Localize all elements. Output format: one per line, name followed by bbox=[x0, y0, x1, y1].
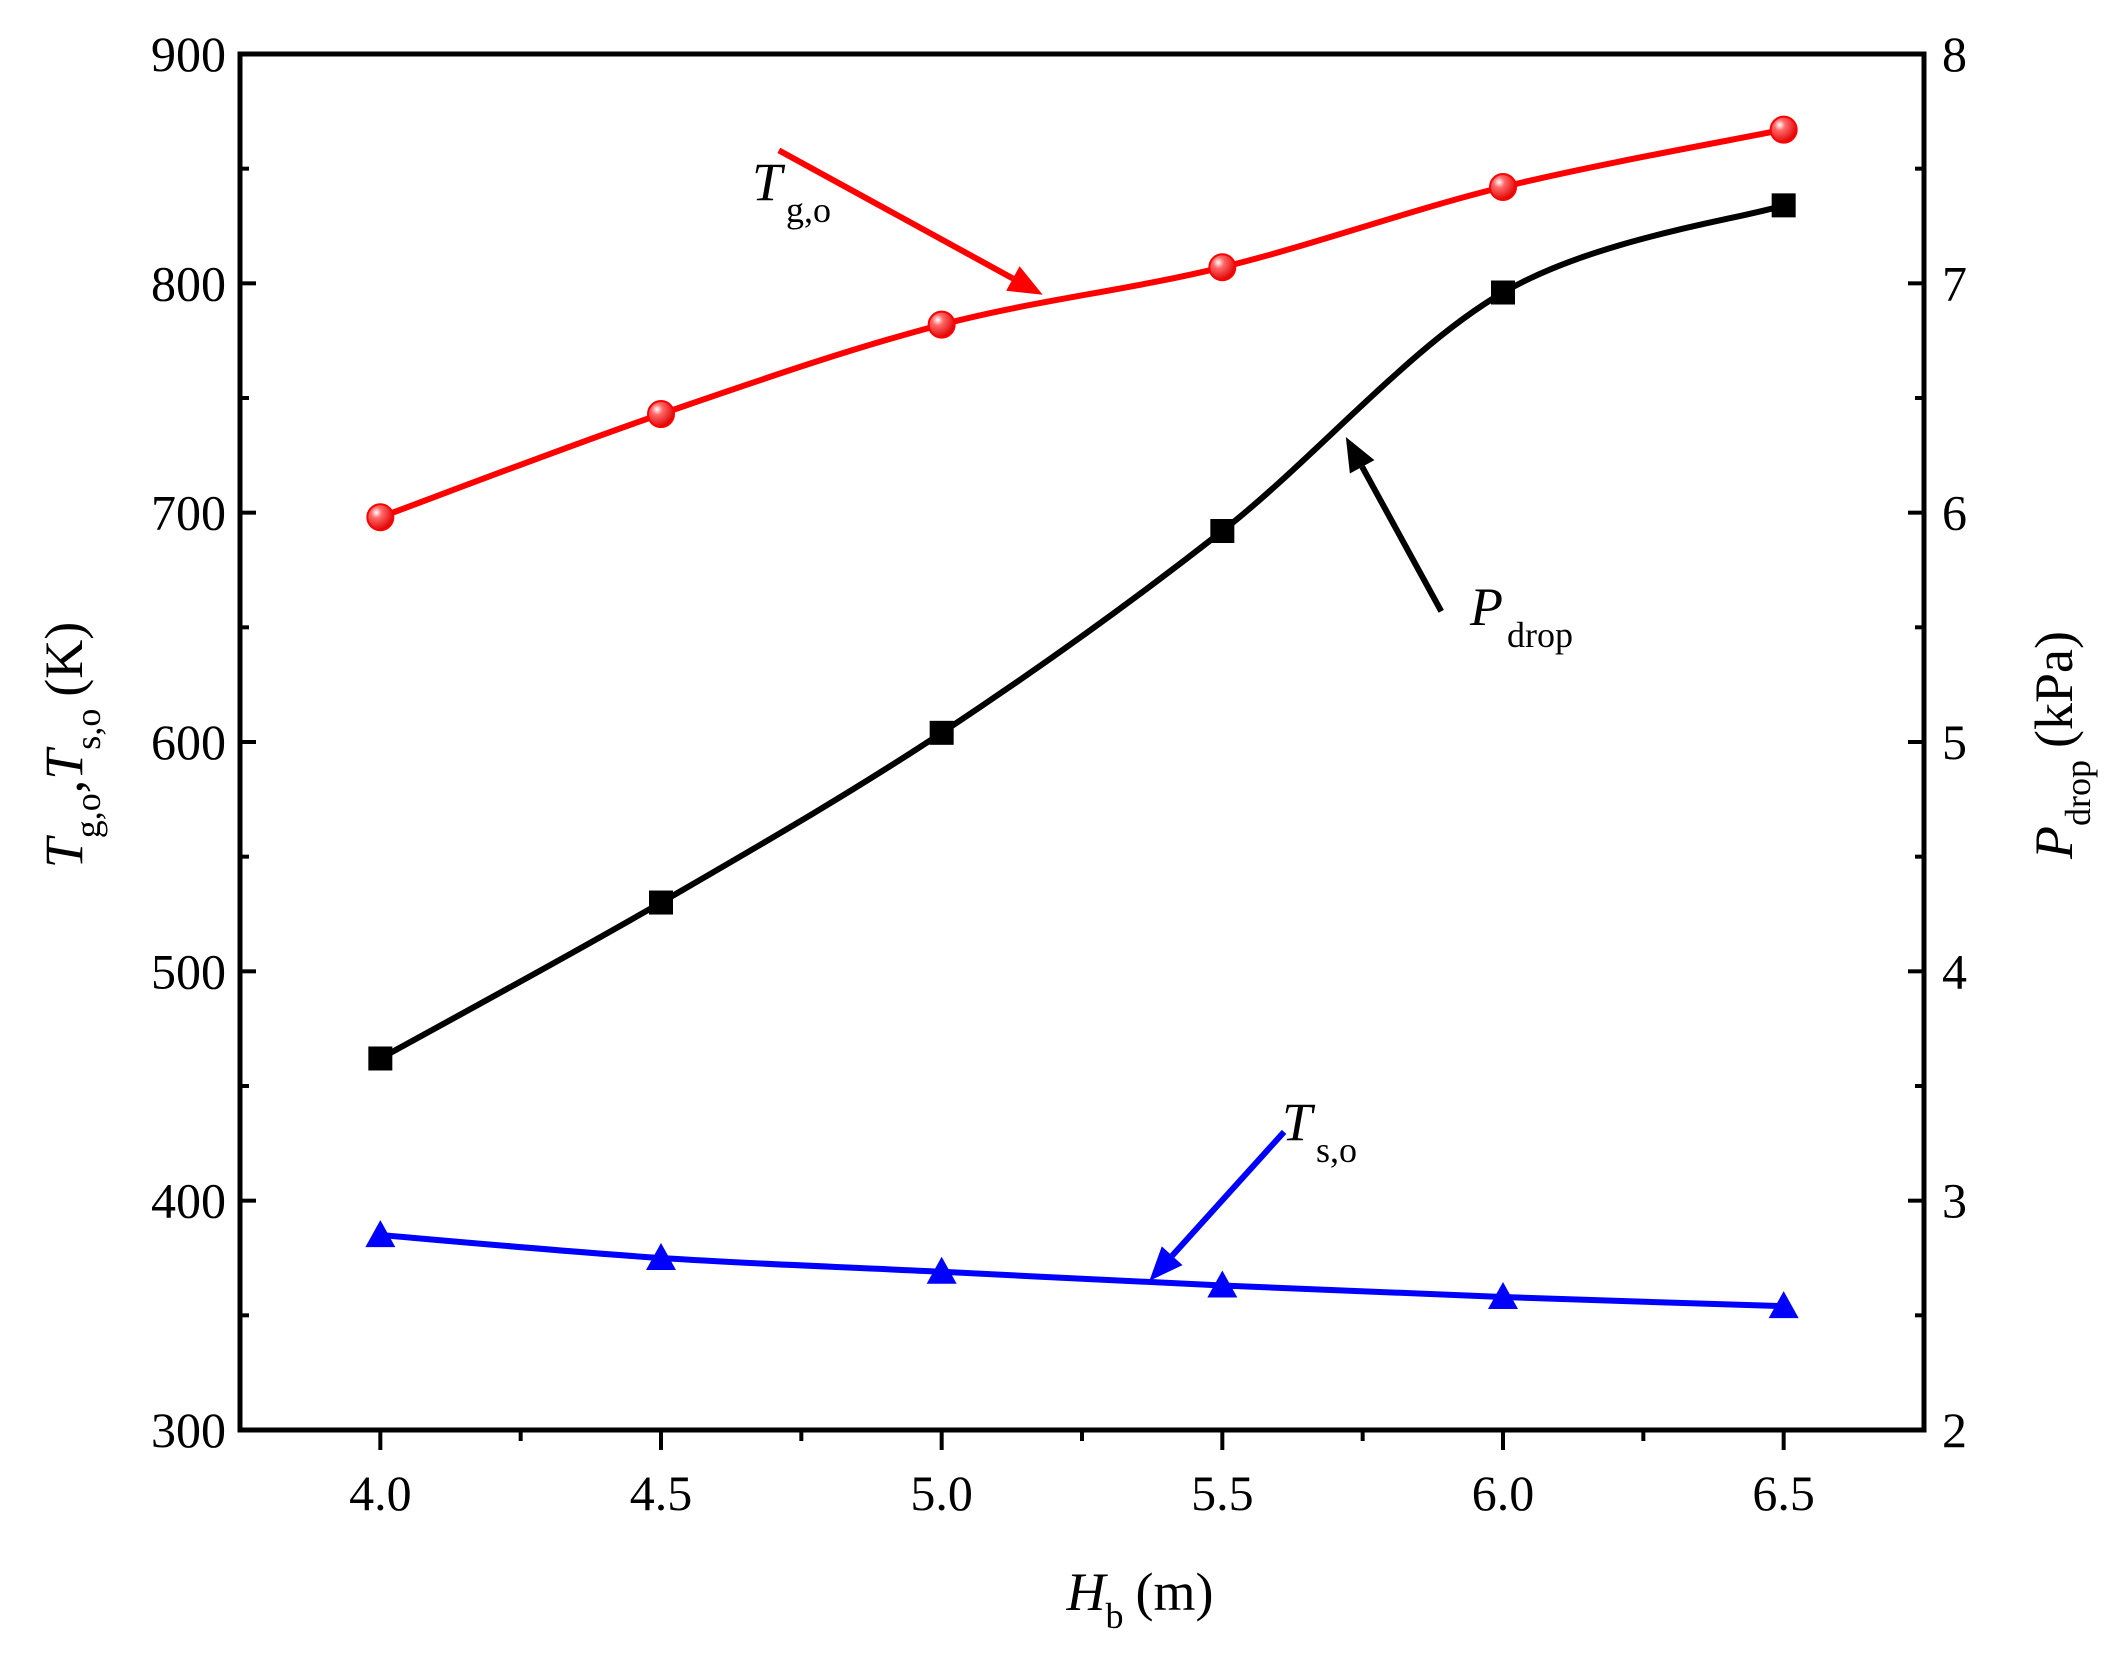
y-left-tick-label: 600 bbox=[151, 714, 226, 770]
data-point-circle bbox=[1769, 115, 1798, 144]
y-left-tick-label: 700 bbox=[151, 485, 226, 541]
y-left-axis-title: Tg,o,Ts,o(K) bbox=[34, 622, 108, 869]
arrow-head bbox=[1149, 1246, 1183, 1281]
x-axis-title: Hb (m) bbox=[1066, 1562, 1214, 1636]
series-square bbox=[368, 193, 1796, 1071]
data-point-triangle bbox=[646, 1243, 676, 1270]
series-line bbox=[379, 126, 1785, 521]
y-right-axis-title: Pdrop(kPa) bbox=[2024, 631, 2098, 860]
y-right-tick-label: 5 bbox=[1942, 714, 1967, 770]
plot-frame bbox=[237, 51, 1927, 1433]
arrow-head bbox=[1006, 266, 1043, 295]
data-point-square bbox=[929, 720, 954, 745]
y-right-tick-label: 7 bbox=[1942, 255, 1967, 311]
data-point-triangle bbox=[1207, 1270, 1238, 1298]
y-left-tick-label: 800 bbox=[151, 255, 226, 311]
arrow-shaft bbox=[1169, 1129, 1287, 1258]
arrow-p-drop bbox=[1345, 436, 1444, 613]
y-right-tick-label: 3 bbox=[1942, 1173, 1967, 1229]
x-tick-label: 5.0 bbox=[910, 1465, 973, 1521]
data-point-circle bbox=[927, 310, 956, 339]
series-layer bbox=[365, 115, 1799, 1319]
data-point-square bbox=[368, 1046, 393, 1071]
data-point-square bbox=[1771, 193, 1796, 218]
data-point-triangle bbox=[1768, 1291, 1799, 1319]
series-circle bbox=[366, 115, 1798, 532]
data-point-square bbox=[649, 890, 673, 915]
data-point-triangle bbox=[926, 1256, 957, 1284]
x-tick-label: 6.5 bbox=[1752, 1465, 1815, 1521]
y-left-tick-label: 400 bbox=[151, 1173, 226, 1229]
data-point-circle bbox=[1489, 173, 1517, 202]
data-point-circle bbox=[1208, 253, 1237, 282]
arrow-shaft bbox=[1359, 465, 1444, 613]
data-point-square bbox=[1210, 519, 1235, 544]
y-right-tick-label: 2 bbox=[1942, 1402, 1967, 1458]
annotation-arrows bbox=[777, 147, 1444, 1281]
y-left-axis: 300 400 500 600 700 800 900 bbox=[151, 26, 256, 1458]
arrow-t-go bbox=[777, 147, 1043, 295]
x-tick-label: 4.5 bbox=[630, 1465, 693, 1521]
series-line bbox=[378, 202, 1785, 1062]
x-tick-label: 4.0 bbox=[349, 1465, 412, 1521]
y-right-tick-label: 4 bbox=[1942, 943, 1967, 999]
arrow-t-so bbox=[1149, 1129, 1287, 1281]
arrow-head bbox=[1345, 436, 1375, 474]
arrow-shaft bbox=[777, 147, 1015, 282]
data-point-triangle bbox=[365, 1220, 396, 1248]
series-line bbox=[380, 1232, 1784, 1310]
y-right-axis: 2 3 4 5 6 7 8 bbox=[1908, 26, 1967, 1458]
y-left-tick-label: 300 bbox=[151, 1402, 226, 1458]
data-point-circle bbox=[366, 503, 395, 532]
data-point-circle bbox=[647, 400, 675, 429]
data-point-square bbox=[1491, 280, 1515, 305]
x-tick-label: 5.5 bbox=[1191, 1465, 1254, 1521]
y-right-tick-label: 8 bbox=[1942, 26, 1967, 82]
y-left-tick-label: 500 bbox=[151, 943, 226, 999]
x-axis: 4.0 4.5 5.0 5.5 6.0 6.5 bbox=[349, 1430, 1815, 1521]
series-triangle bbox=[365, 1220, 1799, 1319]
x-tick-label: 6.0 bbox=[1472, 1465, 1535, 1521]
data-point-triangle bbox=[1488, 1281, 1518, 1309]
y-right-tick-label: 6 bbox=[1942, 485, 1967, 541]
y-left-tick-label: 900 bbox=[151, 26, 226, 82]
